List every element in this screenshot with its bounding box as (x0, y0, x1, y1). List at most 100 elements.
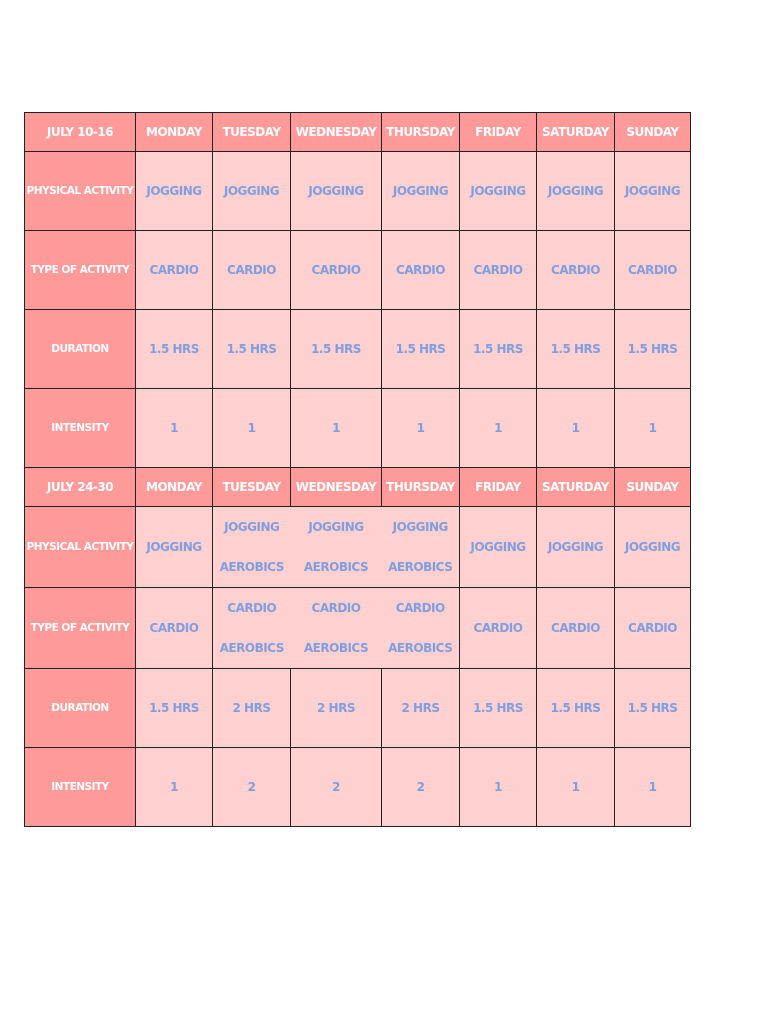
cell-value: Cardio (311, 263, 361, 277)
table-cell: Cardio Aerobics (290, 587, 382, 669)
table-cell: Cardio (459, 587, 537, 669)
cell-value: 1.5 hrs (149, 342, 199, 356)
table-cell: 2 (381, 747, 460, 827)
table-cell: Jogging Aerobics (381, 506, 460, 588)
cell-value: 1 (571, 421, 580, 435)
cell-value: 1.5 hrs (473, 701, 523, 715)
table-cell: Cardio (212, 230, 291, 310)
table-cell: Cardio (536, 587, 615, 669)
table-cell: Cardio Aerobics (381, 587, 460, 669)
cell-value: Aerobics (388, 560, 453, 574)
cell-value: 1.5 hrs (311, 342, 361, 356)
cell-value: Jogging (392, 184, 449, 198)
table-cell: 1.5 hrs (381, 309, 460, 389)
table-row: Type of Activity Cardio Cardio Aerobics Card… (24, 587, 691, 669)
cell-value: Aerobics (303, 560, 369, 574)
table-cell: Jogging (614, 506, 691, 588)
row-label: Intensity (24, 388, 136, 468)
cell-value: Jogging (470, 184, 526, 198)
cell-value: Cardio (149, 263, 199, 277)
day-header: Tuesday (212, 112, 291, 152)
cell-value: 1 (648, 780, 657, 794)
cell-value: 1.5 hrs (627, 701, 678, 715)
table-cell: Jogging (135, 151, 213, 231)
table-cell: Cardio (459, 230, 537, 310)
table-cell: 1.5 hrs (614, 309, 691, 389)
cell-value: Jogging (624, 540, 681, 554)
table-cell: 2 hrs (381, 668, 460, 748)
table-cell: Jogging (536, 151, 615, 231)
table-cell: 1.5 hrs (459, 309, 537, 389)
cell-value: 1 (648, 421, 657, 435)
table-cell: 1 (614, 388, 691, 468)
cell-value: 1 (170, 780, 178, 794)
table-row: Type of Activity Cardio Cardio Cardio Cardio… (24, 230, 691, 310)
table-cell: 1 (212, 388, 291, 468)
cell-value: 2 (247, 780, 256, 794)
table-cell: 1 (381, 388, 460, 468)
table-row: Physical Activity Jogging Jogging Jogging Jo… (24, 151, 691, 231)
cell-value: Cardio (396, 263, 445, 277)
table-cell: 1.5 hrs (212, 309, 291, 389)
cell-value: Cardio (551, 263, 600, 277)
table-cell: Cardio (290, 230, 382, 310)
cell-value: Aerobics (388, 641, 453, 655)
row-label: Type of Activity (24, 587, 136, 669)
cell-value: Jogging (308, 520, 364, 534)
row-label: Intensity (24, 747, 136, 827)
day-header: Friday (459, 467, 537, 507)
table-cell: Jogging (290, 151, 382, 231)
table-cell: Cardio (536, 230, 615, 310)
table-cell: Cardio (135, 587, 213, 669)
table-cell: 1 (536, 747, 615, 827)
cell-value: Jogging (470, 540, 526, 554)
week-label: July 10-16 (24, 112, 136, 152)
week-label: July 24-30 (24, 467, 136, 507)
cell-value: 1.5 hrs (550, 342, 601, 356)
table-cell: Jogging (459, 151, 537, 231)
activity-schedule-table: July 10-16 Monday Tuesday Wednesday Thursday… (24, 112, 691, 827)
cell-value: 2 hrs (401, 701, 440, 715)
table-row: Duration 1.5 hrs 2 hrs 2 hrs 2 hrs 1.5 hrs 1.5… (24, 668, 691, 748)
table-row: Physical Activity Jogging Jogging Aerobics J… (24, 506, 691, 588)
table-cell: 1.5 hrs (459, 668, 537, 748)
table-cell: 1.5 hrs (290, 309, 382, 389)
cell-value: 1.5 hrs (149, 701, 199, 715)
cell-value: Aerobics (219, 560, 285, 574)
row-label: Type of Activity (24, 230, 136, 310)
table-cell: Jogging (381, 151, 460, 231)
cell-value: Cardio (149, 621, 199, 635)
cell-value: Cardio (473, 263, 523, 277)
cell-value: 1.5 hrs (395, 342, 446, 356)
table-cell: Jogging (614, 151, 691, 231)
table-cell: 1.5 hrs (135, 668, 213, 748)
row-label: Physical Activity (24, 151, 136, 231)
table-cell: 1 (459, 388, 537, 468)
row-label: Physical Activity (24, 506, 136, 588)
table-cell: Cardio (381, 230, 460, 310)
cell-value: Cardio (628, 621, 677, 635)
table-cell: 1.5 hrs (536, 309, 615, 389)
table-cell: Cardio Aerobics (212, 587, 291, 669)
cell-value: 1 (416, 421, 425, 435)
table-cell: 2 (290, 747, 382, 827)
table-cell: Cardio (614, 587, 691, 669)
cell-value: 1.5 hrs (226, 342, 277, 356)
cell-value: Jogging (624, 184, 681, 198)
cell-value: Cardio (227, 263, 276, 277)
table-cell: 1.5 hrs (614, 668, 691, 748)
day-header: Sunday (614, 112, 691, 152)
table-cell: Cardio (614, 230, 691, 310)
cell-value: 1.5 hrs (627, 342, 678, 356)
table-cell: 2 hrs (290, 668, 382, 748)
table-cell: Jogging Aerobics (290, 506, 382, 588)
cell-value: Jogging (223, 184, 280, 198)
table-row: Intensity 1 2 2 2 1 1 1 (24, 747, 691, 827)
table-cell: 1.5 hrs (536, 668, 615, 748)
table-cell: Jogging Aerobics (212, 506, 291, 588)
cell-value: Jogging (146, 184, 202, 198)
cell-value: 1 (494, 421, 502, 435)
day-header: Wednesday (290, 112, 382, 152)
day-header: Saturday (536, 112, 615, 152)
table-row: Intensity 1 1 1 1 1 1 1 (24, 388, 691, 468)
